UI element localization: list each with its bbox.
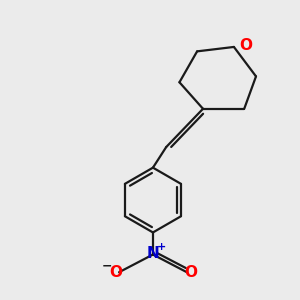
- Text: O: O: [109, 265, 122, 280]
- Text: N: N: [147, 246, 159, 261]
- Text: O: O: [239, 38, 252, 53]
- Text: O: O: [184, 265, 197, 280]
- Text: −: −: [101, 259, 112, 272]
- Text: +: +: [157, 242, 166, 252]
